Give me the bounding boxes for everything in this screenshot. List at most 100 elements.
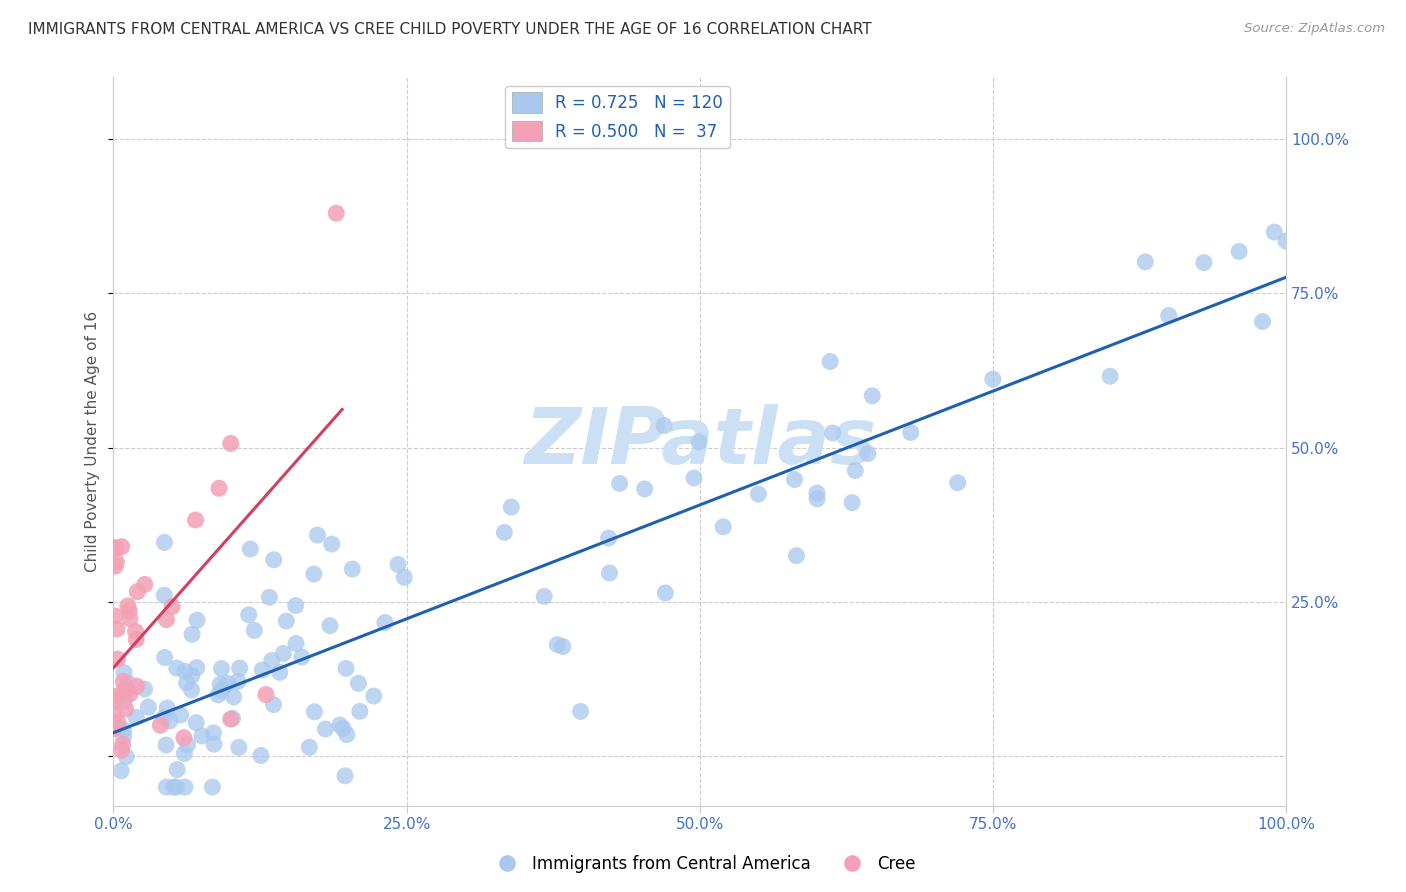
Point [900, 425, 922, 440]
Point [165, 780, 187, 794]
Point [806, 491, 828, 506]
Point [180, 683, 202, 698]
Point [1251, 315, 1274, 329]
Point [201, 780, 224, 794]
Point [107, 715, 129, 730]
Point [174, 780, 197, 794]
Point [127, 584, 149, 599]
Point [551, 640, 574, 654]
Point [138, 700, 160, 714]
Point [202, 737, 225, 751]
Point [1135, 255, 1157, 269]
Point [321, 537, 343, 551]
Point [329, 718, 352, 732]
Point [374, 615, 396, 630]
Point [155, 613, 177, 627]
Point [654, 586, 676, 600]
Point [112, 665, 135, 680]
Point [211, 662, 233, 676]
Point [501, 500, 523, 514]
Point [110, 743, 132, 757]
Point [153, 711, 176, 725]
Point [104, 694, 127, 708]
Point [319, 618, 342, 632]
Point [107, 652, 129, 666]
Point [1192, 255, 1215, 269]
Point [222, 690, 245, 704]
Point [263, 698, 285, 712]
Point [176, 738, 198, 752]
Point [125, 679, 148, 693]
Point [302, 567, 325, 582]
Point [1263, 225, 1285, 239]
Point [273, 647, 295, 661]
Point [785, 549, 807, 563]
Point [166, 661, 188, 675]
Point [633, 482, 655, 496]
Point [818, 354, 841, 368]
Point [111, 540, 134, 554]
Point [105, 541, 128, 555]
Point [186, 660, 208, 674]
Point [166, 763, 188, 777]
Y-axis label: Child Poverty Under the Age of 16: Child Poverty Under the Age of 16 [86, 311, 100, 572]
Point [336, 728, 359, 742]
Point [117, 599, 139, 613]
Point [176, 676, 198, 690]
Point [363, 689, 385, 703]
Point [111, 737, 134, 751]
Point [599, 566, 621, 580]
Point [180, 668, 202, 682]
Point [598, 531, 620, 545]
Point [103, 707, 125, 722]
Point [783, 473, 806, 487]
Point [124, 624, 146, 639]
Point [307, 528, 329, 542]
Point [149, 718, 172, 732]
Point [219, 436, 242, 450]
Point [263, 552, 285, 566]
Point [103, 541, 125, 555]
Legend: Immigrants from Central America, Cree: Immigrants from Central America, Cree [484, 848, 922, 880]
Point [546, 638, 568, 652]
Point [125, 710, 148, 724]
Point [103, 690, 125, 704]
Point [304, 705, 326, 719]
Point [221, 711, 243, 725]
Point [314, 722, 336, 736]
Point [349, 704, 371, 718]
Point [533, 590, 555, 604]
Point [250, 748, 273, 763]
Point [276, 614, 298, 628]
Point [228, 740, 250, 755]
Point [298, 740, 321, 755]
Point [115, 749, 138, 764]
Point [104, 559, 127, 574]
Point [155, 738, 177, 752]
Point [112, 694, 135, 708]
Point [981, 372, 1004, 386]
Point [747, 487, 769, 501]
Point [269, 665, 291, 680]
Point [347, 676, 370, 690]
Point [806, 486, 828, 500]
Text: ZIPatlas: ZIPatlas [523, 403, 876, 480]
Point [110, 764, 132, 778]
Point [217, 676, 239, 690]
Point [163, 780, 186, 794]
Point [332, 722, 354, 736]
Point [1157, 309, 1180, 323]
Point [159, 714, 181, 728]
Point [609, 476, 631, 491]
Point [184, 513, 207, 527]
Point [652, 418, 675, 433]
Point [387, 558, 409, 572]
Point [118, 687, 141, 701]
Point [155, 780, 177, 794]
Point [252, 663, 274, 677]
Point [207, 688, 229, 702]
Point [181, 627, 204, 641]
Point [1275, 234, 1298, 248]
Point [173, 665, 195, 679]
Point [688, 434, 710, 449]
